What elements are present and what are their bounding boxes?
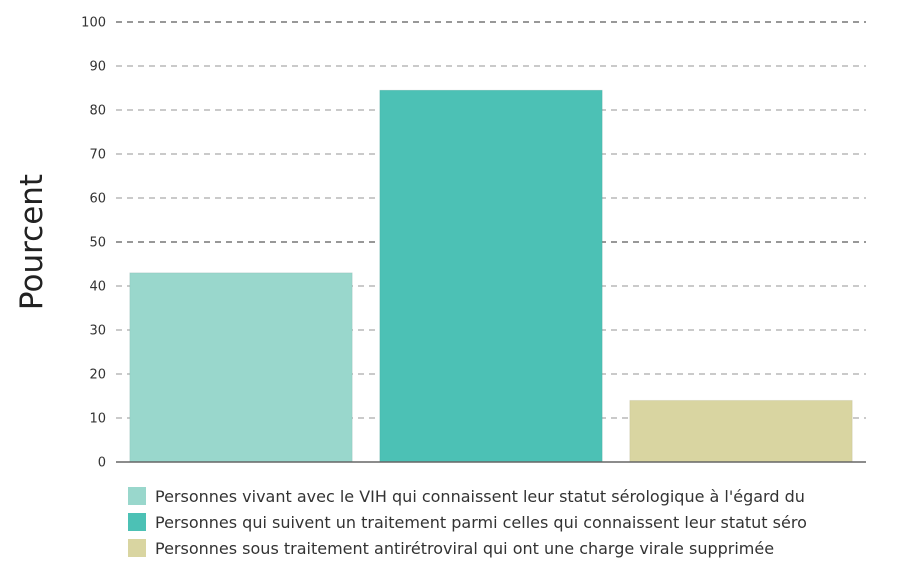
bar [129,272,353,463]
y-tick-labels: 0 10 20 30 40 50 60 70 80 90 100 [81,16,106,471]
bar [379,89,603,463]
bar-chart: 0 10 20 30 40 50 60 70 80 90 100 Pourcent [14,16,866,471]
legend-swatch [128,513,146,531]
y-tick-label: 40 [89,280,106,295]
legend-item: Personnes qui suivent un traitement parm… [128,509,807,535]
y-tick-label: 90 [89,60,106,75]
bar [629,399,853,463]
legend-swatch [128,539,146,557]
y-tick-label: 80 [89,104,106,119]
legend-item: Personnes sous traitement antirétroviral… [128,535,807,561]
legend-label: Personnes sous traitement antirétroviral… [155,538,775,558]
legend: Personnes vivant avec le VIH qui connais… [128,483,807,561]
y-tick-label: 20 [89,368,106,383]
legend-item: Personnes vivant avec le VIH qui connais… [128,483,807,509]
y-tick-label: 70 [89,148,106,163]
y-tick-label: 10 [89,412,106,427]
legend-label: Personnes qui suivent un traitement parm… [155,512,807,532]
legend-swatch [128,487,146,505]
y-tick-label: 30 [89,324,106,339]
legend-label: Personnes vivant avec le VIH qui connais… [155,486,805,506]
bars [129,89,853,463]
y-tick-label: 50 [89,236,106,251]
y-tick-label: 0 [98,456,106,471]
y-tick-label: 100 [81,16,106,31]
y-tick-label: 60 [89,192,106,207]
y-axis-label: Pourcent [14,174,50,310]
